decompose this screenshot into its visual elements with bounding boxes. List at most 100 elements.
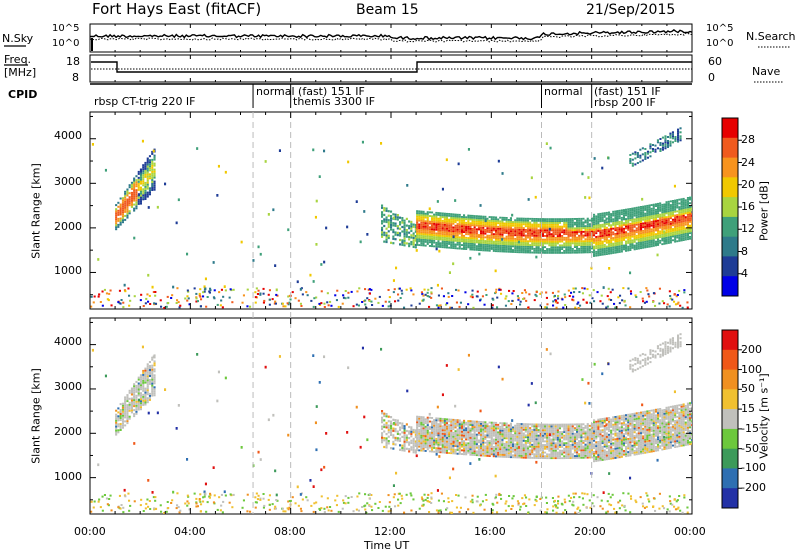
power-cell: [313, 297, 316, 300]
velocity-cell: [535, 430, 538, 433]
power-cell: [482, 230, 485, 233]
power-cell: [595, 230, 598, 233]
power-cell: [663, 240, 666, 243]
power-cell: [657, 225, 660, 228]
power-cell: [117, 225, 120, 228]
power-cell: [137, 182, 140, 185]
velocity-cell: [471, 446, 474, 449]
power-cell: [326, 292, 329, 295]
power-cell: [439, 221, 442, 224]
power-cell: [531, 244, 534, 246]
power-cell: [669, 207, 672, 210]
power-cell: [441, 233, 444, 235]
power-cell: [676, 294, 679, 296]
power-cell: [335, 299, 338, 302]
power-cell: [605, 228, 608, 231]
power-cell: [676, 231, 679, 233]
power-cell: [535, 219, 538, 222]
power-cell: [582, 227, 585, 230]
velocity-cell: [480, 452, 483, 455]
power-cell: [648, 236, 651, 239]
power-cell: [518, 247, 521, 250]
power-cell: [441, 214, 444, 217]
velocity-cell: [497, 440, 500, 443]
power-cell: [679, 127, 682, 130]
power-cell: [287, 295, 290, 298]
power-cell: [631, 218, 634, 221]
velocity-cell: [531, 434, 534, 437]
power-cell: [206, 296, 209, 298]
power-cell: [520, 219, 523, 222]
power-cell: [221, 306, 224, 309]
power-cell: [652, 237, 655, 240]
power-cell: [686, 219, 689, 222]
power-cell: [659, 223, 662, 225]
power-cell: [385, 236, 388, 239]
velocity-cell: [426, 439, 429, 441]
velocity-cell: [507, 454, 510, 457]
velocity-cell: [458, 441, 461, 444]
velocity-cell: [385, 444, 388, 447]
power-cell: [629, 239, 632, 242]
power-cell: [416, 215, 419, 218]
power-cell: [130, 201, 133, 204]
power-cell: [584, 240, 587, 243]
power-cell: [195, 296, 198, 299]
velocity-cell: [518, 452, 521, 455]
power-cell: [588, 249, 591, 252]
velocity-cell: [418, 415, 421, 418]
power-cell: [146, 161, 149, 164]
power-cell: [529, 251, 532, 254]
power-cell: [518, 238, 521, 241]
velocity-cell: [137, 392, 140, 395]
power-cell: [552, 223, 555, 226]
velocity-cell: [520, 426, 523, 429]
power-cell: [144, 302, 147, 305]
velocity-cell: [486, 443, 489, 446]
velocity-cell: [488, 453, 491, 456]
power-cell: [392, 237, 395, 240]
power-cell: [151, 162, 154, 165]
power-cell: [616, 213, 619, 216]
power-cell: [648, 219, 651, 222]
velocity-cell: [401, 422, 404, 425]
power-cell: [151, 179, 154, 181]
power-cell: [146, 179, 149, 182]
power-cell: [452, 234, 455, 236]
power-cell: [571, 223, 574, 226]
power-cell: [467, 244, 470, 247]
power-cell: [522, 240, 525, 243]
velocity-cell: [117, 411, 120, 414]
power-cell: [620, 245, 623, 247]
power-cell: [397, 299, 400, 302]
velocity-cell: [408, 425, 411, 429]
power-cell: [424, 220, 427, 223]
power-cell: [488, 246, 491, 248]
velocity-cell: [463, 419, 466, 422]
velocity-cell: [499, 442, 502, 445]
power-cell: [678, 211, 681, 214]
power-cell: [593, 213, 596, 216]
power-cell: [458, 228, 461, 231]
power-cell: [667, 217, 670, 220]
power-cell: [119, 205, 122, 208]
velocity-cell: [454, 443, 457, 446]
velocity-cell: [486, 434, 489, 437]
power-cell: [635, 248, 638, 250]
power-cell: [422, 231, 425, 234]
power-cell: [420, 242, 423, 245]
power-cell: [516, 247, 519, 250]
velocity-cell: [420, 449, 423, 452]
power-cell: [648, 204, 651, 207]
velocity-cell: [390, 424, 393, 428]
power-cell: [586, 230, 589, 233]
power-cell: [680, 209, 683, 212]
power-cell: [416, 230, 419, 233]
power-cell: [593, 225, 596, 227]
velocity-cell: [477, 420, 480, 423]
velocity-cell: [443, 421, 446, 424]
power-cell: [385, 207, 388, 210]
power-cell: [623, 299, 626, 302]
velocity-cell: [387, 424, 390, 427]
power-cell: [422, 238, 425, 241]
